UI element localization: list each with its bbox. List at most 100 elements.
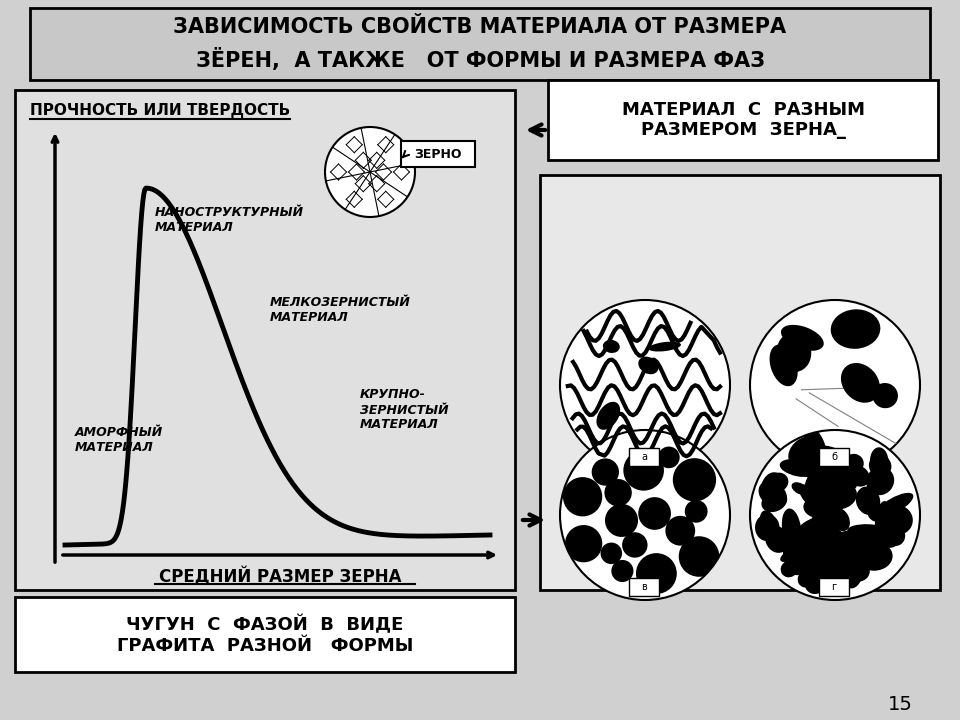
Text: МЕЛКОЗЕРНИСТЫЙ
МАТЕРИАЛ: МЕЛКОЗЕРНИСТЫЙ МАТЕРИАЛ (270, 296, 411, 324)
Ellipse shape (830, 310, 880, 348)
Ellipse shape (873, 383, 898, 408)
Ellipse shape (806, 461, 833, 500)
Ellipse shape (827, 470, 855, 497)
Ellipse shape (817, 505, 843, 532)
Ellipse shape (758, 481, 787, 508)
Ellipse shape (560, 430, 730, 600)
Text: ЗАВИСИМОСТЬ СВОЙСТВ МАТЕРИАЛА ОТ РАЗМЕРА
ЗЁРЕН,  А ТАКЖЕ   ОТ ФОРМЫ И РАЗМЕРА ФА: ЗАВИСИМОСТЬ СВОЙСТВ МАТЕРИАЛА ОТ РАЗМЕРА… (174, 17, 786, 71)
FancyBboxPatch shape (819, 578, 849, 596)
Ellipse shape (824, 482, 857, 509)
Ellipse shape (841, 531, 865, 573)
Ellipse shape (759, 510, 779, 538)
Ellipse shape (791, 454, 820, 474)
Text: ЗЕРНО: ЗЕРНО (415, 148, 462, 161)
Ellipse shape (796, 516, 838, 544)
Text: в: в (641, 582, 647, 592)
Ellipse shape (792, 523, 823, 539)
Circle shape (601, 543, 622, 564)
Ellipse shape (875, 501, 890, 533)
Ellipse shape (804, 469, 824, 495)
Ellipse shape (830, 528, 844, 541)
Circle shape (658, 446, 680, 468)
Ellipse shape (804, 428, 827, 469)
Ellipse shape (800, 444, 816, 466)
Circle shape (612, 560, 634, 582)
Ellipse shape (869, 454, 892, 477)
FancyBboxPatch shape (30, 8, 930, 80)
Ellipse shape (878, 495, 904, 530)
Circle shape (665, 516, 695, 546)
Ellipse shape (648, 342, 681, 351)
Ellipse shape (842, 531, 869, 546)
Ellipse shape (814, 533, 841, 568)
Ellipse shape (790, 523, 814, 555)
Ellipse shape (783, 532, 801, 568)
Ellipse shape (810, 550, 834, 572)
Ellipse shape (797, 541, 825, 572)
Text: а: а (641, 452, 647, 462)
Ellipse shape (770, 345, 798, 386)
Ellipse shape (820, 570, 838, 585)
Text: ЧУГУН  С  ФАЗОЙ  В  ВИДЕ
ГРАФИТА  РАЗНОЙ   ФОРМЫ: ЧУГУН С ФАЗОЙ В ВИДЕ ГРАФИТА РАЗНОЙ ФОРМ… (117, 615, 413, 655)
Ellipse shape (807, 521, 832, 561)
Circle shape (622, 532, 648, 558)
Ellipse shape (822, 486, 840, 499)
Ellipse shape (560, 300, 730, 470)
FancyBboxPatch shape (548, 80, 938, 160)
FancyBboxPatch shape (629, 448, 659, 466)
Ellipse shape (804, 568, 828, 594)
FancyBboxPatch shape (629, 578, 659, 596)
Text: 15: 15 (888, 696, 912, 714)
Ellipse shape (804, 478, 833, 508)
Circle shape (325, 127, 415, 217)
Ellipse shape (841, 363, 880, 402)
Ellipse shape (860, 533, 887, 557)
Ellipse shape (750, 430, 920, 600)
Ellipse shape (755, 514, 780, 541)
Ellipse shape (812, 513, 836, 534)
Ellipse shape (811, 445, 849, 464)
Circle shape (673, 458, 716, 501)
Ellipse shape (780, 325, 824, 351)
Ellipse shape (848, 561, 870, 582)
Text: СРЕДНИЙ РАЗМЕР ЗЕРНА: СРЕДНИЙ РАЗМЕР ЗЕРНА (158, 567, 401, 587)
FancyBboxPatch shape (540, 175, 940, 590)
Ellipse shape (844, 454, 864, 472)
Circle shape (679, 536, 719, 577)
Ellipse shape (885, 523, 905, 546)
Text: ПРОЧНОСТЬ ИЛИ ТВЕРДОСТЬ: ПРОЧНОСТЬ ИЛИ ТВЕРДОСТЬ (30, 102, 290, 117)
Ellipse shape (806, 537, 828, 565)
Circle shape (623, 450, 664, 490)
Ellipse shape (802, 515, 828, 557)
Ellipse shape (603, 340, 620, 353)
Ellipse shape (596, 402, 620, 430)
Ellipse shape (866, 467, 894, 495)
Ellipse shape (831, 508, 850, 531)
Ellipse shape (638, 356, 659, 374)
Ellipse shape (820, 569, 849, 588)
Ellipse shape (870, 447, 889, 475)
FancyBboxPatch shape (15, 597, 515, 672)
Ellipse shape (813, 524, 839, 545)
Ellipse shape (777, 333, 811, 372)
Ellipse shape (788, 436, 824, 469)
Ellipse shape (823, 559, 838, 594)
Ellipse shape (832, 531, 860, 546)
Ellipse shape (787, 549, 810, 575)
Ellipse shape (855, 487, 880, 515)
Circle shape (565, 525, 602, 562)
Ellipse shape (883, 505, 913, 535)
Ellipse shape (876, 492, 913, 518)
Text: б: б (831, 452, 837, 462)
FancyBboxPatch shape (15, 90, 515, 590)
Circle shape (684, 500, 708, 523)
Circle shape (605, 504, 638, 537)
Ellipse shape (780, 459, 817, 477)
Ellipse shape (855, 541, 893, 571)
Ellipse shape (848, 524, 889, 538)
Circle shape (563, 477, 602, 516)
Ellipse shape (760, 472, 782, 501)
Text: НАНОСТРУКТУРНЫЙ
МАТЕРИАЛ: НАНОСТРУКТУРНЫЙ МАТЕРИАЛ (155, 206, 304, 234)
Ellipse shape (781, 508, 802, 548)
Text: АМОРФНЫЙ
МАТЕРИАЛ: АМОРФНЫЙ МАТЕРИАЛ (75, 426, 163, 454)
